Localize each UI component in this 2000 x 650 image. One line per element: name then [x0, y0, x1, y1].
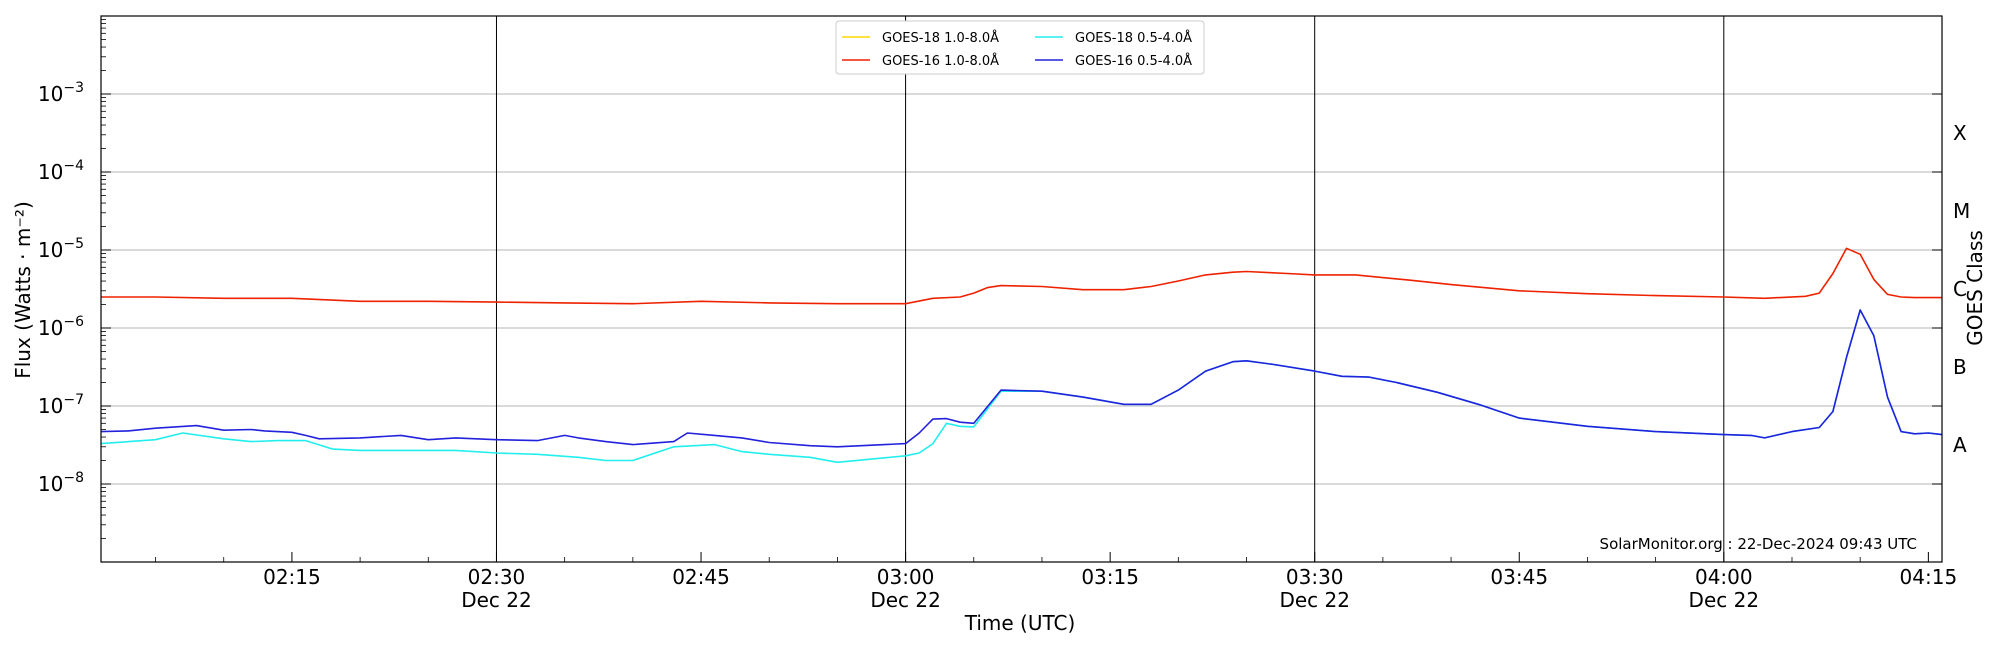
x-tick-date-label: Dec 22: [1279, 588, 1350, 612]
series-lines: [100, 247, 1943, 464]
goes-class-label: A: [1953, 433, 1967, 457]
y-tick-label: 10−4: [38, 158, 84, 184]
legend-label: GOES-16 1.0-8.0Å: [882, 53, 999, 69]
y-tick-label: 10−6: [38, 314, 84, 340]
grid-lines: [101, 93, 1942, 485]
x-tick-label: 03:30: [1286, 565, 1344, 589]
x-tick-label: 02:15: [263, 565, 321, 589]
x-tick-label: 03:15: [1081, 565, 1139, 589]
x-tick-date-label: Dec 22: [461, 588, 532, 612]
y-tick-label: 10−5: [38, 236, 84, 262]
y-tick-label: 10−7: [38, 392, 84, 418]
plot-frame: [100, 15, 1943, 563]
y-axis-title: Flux (Watts · m⁻²): [11, 201, 35, 379]
goes-class-label: M: [1953, 199, 1970, 223]
legend: GOES-18 1.0-8.0Å GOES-16 1.0-8.0Å GOES-18 …: [835, 20, 1205, 75]
goes-class-label: X: [1953, 121, 1967, 145]
y-tick-label: 10−3: [38, 80, 84, 106]
credit-text: SolarMonitor.org : 22-Dec-2024 09:43 UTC: [1600, 535, 1917, 553]
goes-class-label: C: [1953, 277, 1967, 301]
x-tick-label: 02:45: [672, 565, 730, 589]
legend-label: GOES-18 1.0-8.0Å: [882, 30, 999, 46]
x-tick-label: 03:45: [1490, 565, 1548, 589]
right-axis-title: GOES Class: [1963, 230, 1987, 346]
x-tick-label: 03:00: [877, 565, 935, 589]
x-tick-date-label: Dec 22: [1689, 588, 1760, 612]
day-separator-lines: [495, 16, 1725, 562]
legend-label: GOES-16 0.5-4.0Å: [1075, 53, 1192, 69]
x-tick-label: 02:30: [468, 565, 526, 589]
x-tick-date-label: Dec 22: [870, 588, 941, 612]
series-line-4: [100, 309, 1943, 448]
x-tick-label: 04:15: [1900, 565, 1958, 589]
x-axis-title: Time (UTC): [964, 611, 1076, 635]
x-tick-label: 04:00: [1695, 565, 1753, 589]
legend-label: GOES-18 0.5-4.0Å: [1075, 30, 1192, 46]
series-line-2: [101, 247, 1942, 305]
legend-box: [835, 20, 1205, 75]
axis-ticks: [101, 19, 1942, 562]
y-tick-label: 10−8: [38, 470, 84, 496]
goes-class-label: B: [1953, 355, 1967, 379]
